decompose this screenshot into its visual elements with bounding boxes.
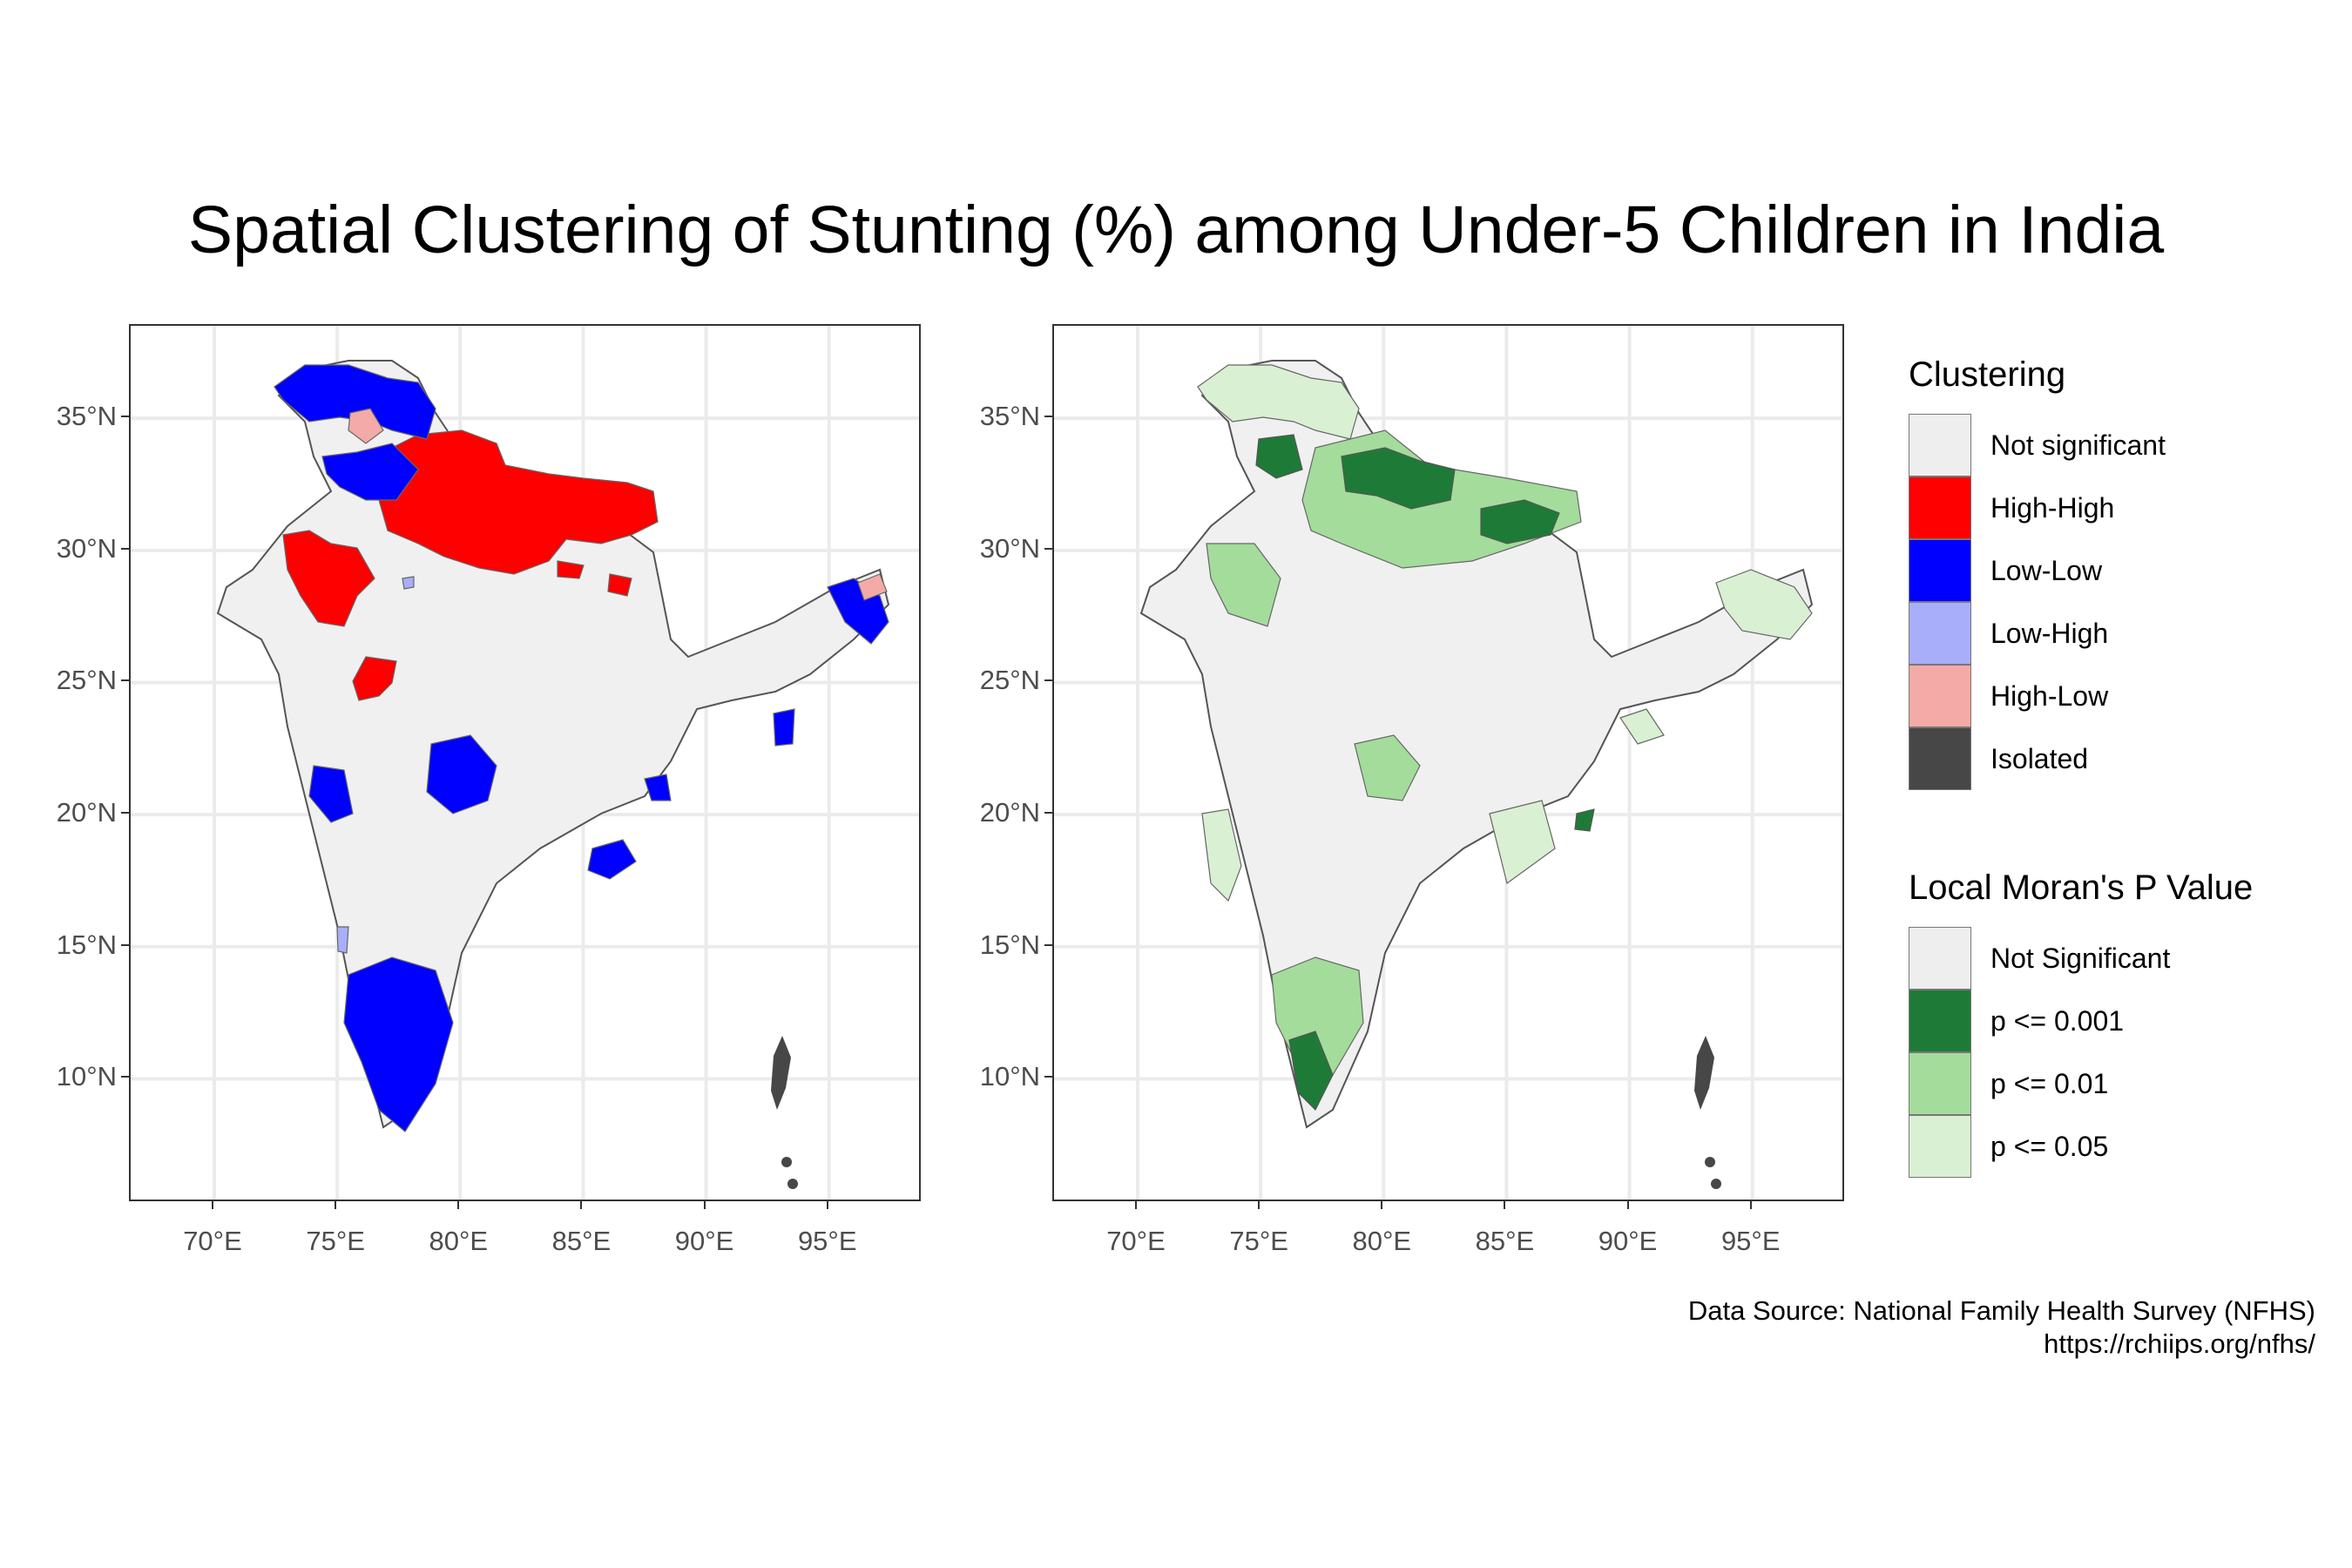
pvalue-legend-title: Local Moran's P Value: [1909, 868, 2254, 907]
x-tick-label: 90°E: [1598, 1226, 1658, 1256]
pvalue-legend-label: p <= 0.05: [1990, 1131, 2109, 1162]
clustering-legend-title: Clustering: [1909, 355, 2066, 394]
isolated-regions: [771, 1036, 798, 1189]
x-tick-label: 95°E: [1720, 1226, 1781, 1256]
x-tick-label: 90°E: [674, 1226, 734, 1256]
data-source-url: https://rchiips.org/nfhs/: [2044, 1328, 2315, 1359]
x-tick-mark: [1258, 1201, 1260, 1209]
y-tick-label: 15°N: [56, 929, 117, 960]
x-tick-label: 85°E: [1475, 1226, 1535, 1256]
y-tick-mark: [1044, 679, 1052, 682]
y-tick-label: 30°N: [979, 532, 1040, 564]
x-tick-label: 70°E: [183, 1226, 242, 1256]
india-boundary: [1139, 360, 1814, 1129]
x-tick-mark: [1381, 1201, 1383, 1209]
y-tick-mark: [1044, 812, 1052, 814]
y-tick-label: 20°N: [979, 797, 1040, 828]
pvalue-legend-key: [1909, 927, 1971, 990]
x-tick-label: 75°E: [306, 1226, 365, 1256]
x-tick-mark: [1626, 1201, 1629, 1209]
low-high-regions: [336, 576, 415, 954]
y-tick-label: 10°N: [979, 1061, 1040, 1092]
y-tick-label: 20°N: [56, 797, 117, 828]
pvalue-legend-label: p <= 0.001: [1990, 1005, 2125, 1037]
x-tick-label: 80°E: [1352, 1226, 1412, 1256]
high-low-regions: [348, 408, 888, 601]
y-tick-mark: [1044, 547, 1052, 550]
clustering-map: [131, 326, 919, 1200]
y-tick-mark: [1044, 416, 1052, 418]
p0001-regions: [1255, 434, 1595, 1112]
x-tick-label: 75°E: [1229, 1226, 1288, 1256]
y-tick-mark: [121, 416, 129, 418]
clustering-legend-label: Low-Low: [1990, 555, 2103, 586]
y-tick-mark: [121, 547, 129, 550]
y-tick-mark: [1044, 943, 1052, 946]
x-tick-mark: [703, 1201, 706, 1209]
pvalue-legend-key: [1909, 1052, 1971, 1115]
x-tick-mark: [211, 1201, 213, 1209]
data-source-caption: Data Source: National Family Health Surv…: [1687, 1295, 2315, 1326]
y-tick-mark: [121, 1076, 129, 1078]
clustering-map-panel: [129, 324, 921, 1201]
x-tick-label: 85°E: [551, 1226, 612, 1256]
india-boundary: [216, 360, 890, 1129]
y-tick-mark: [121, 943, 129, 946]
x-tick-mark: [1134, 1201, 1137, 1209]
x-tick-label: 70°E: [1106, 1226, 1166, 1256]
clustering-legend-key: [1909, 539, 1971, 602]
y-tick-mark: [121, 812, 129, 814]
x-tick-mark: [1504, 1201, 1506, 1209]
y-tick-label: 35°N: [56, 401, 117, 432]
x-tick-mark: [335, 1201, 337, 1209]
y-tick-label: 25°N: [979, 665, 1040, 696]
y-tick-label: 30°N: [56, 532, 117, 564]
x-tick-mark: [1749, 1201, 1752, 1209]
high-high-regions: [282, 429, 659, 701]
p005-regions: [1197, 364, 1813, 902]
y-tick-label: 25°N: [56, 665, 117, 696]
x-tick-mark: [457, 1201, 460, 1209]
clustering-legend-label: Not significant: [1990, 429, 2166, 461]
clustering-legend-label: Low-High: [1990, 618, 2109, 649]
low-low-regions: [274, 364, 889, 1132]
island-regions: [1694, 1036, 1721, 1189]
clustering-legend-key: [1909, 414, 1971, 476]
y-tick-mark: [1044, 1076, 1052, 1078]
y-tick-label: 10°N: [56, 1061, 117, 1092]
clustering-legend-key: [1909, 602, 1971, 665]
clustering-legend-key: [1909, 665, 1971, 727]
clustering-legend-label: Isolated: [1990, 743, 2089, 774]
clustering-legend-label: High-Low: [1990, 680, 2109, 712]
clustering-legend-label: High-High: [1990, 492, 2115, 524]
x-tick-label: 95°E: [797, 1226, 857, 1256]
clustering-legend-key: [1909, 727, 1971, 790]
y-tick-mark: [121, 679, 129, 682]
y-tick-label: 15°N: [979, 929, 1040, 960]
x-tick-mark: [580, 1201, 583, 1209]
x-tick-label: 80°E: [429, 1226, 489, 1256]
pvalue-map: [1054, 326, 1842, 1200]
pvalue-legend-key: [1909, 1115, 1971, 1178]
pvalue-legend-label: Not Significant: [1990, 943, 2171, 974]
india-outline: [216, 360, 890, 1129]
india-outline: [1139, 360, 1814, 1129]
clustering-legend-key: [1909, 476, 1971, 539]
chart-title: Spatial Clustering of Stunting (%) among…: [187, 193, 2165, 267]
y-tick-label: 35°N: [979, 401, 1040, 432]
pvalue-legend-key: [1909, 990, 1971, 1052]
pvalue-map-panel: [1052, 324, 1844, 1201]
x-tick-mark: [826, 1201, 828, 1209]
pvalue-legend-label: p <= 0.01: [1990, 1068, 2109, 1099]
